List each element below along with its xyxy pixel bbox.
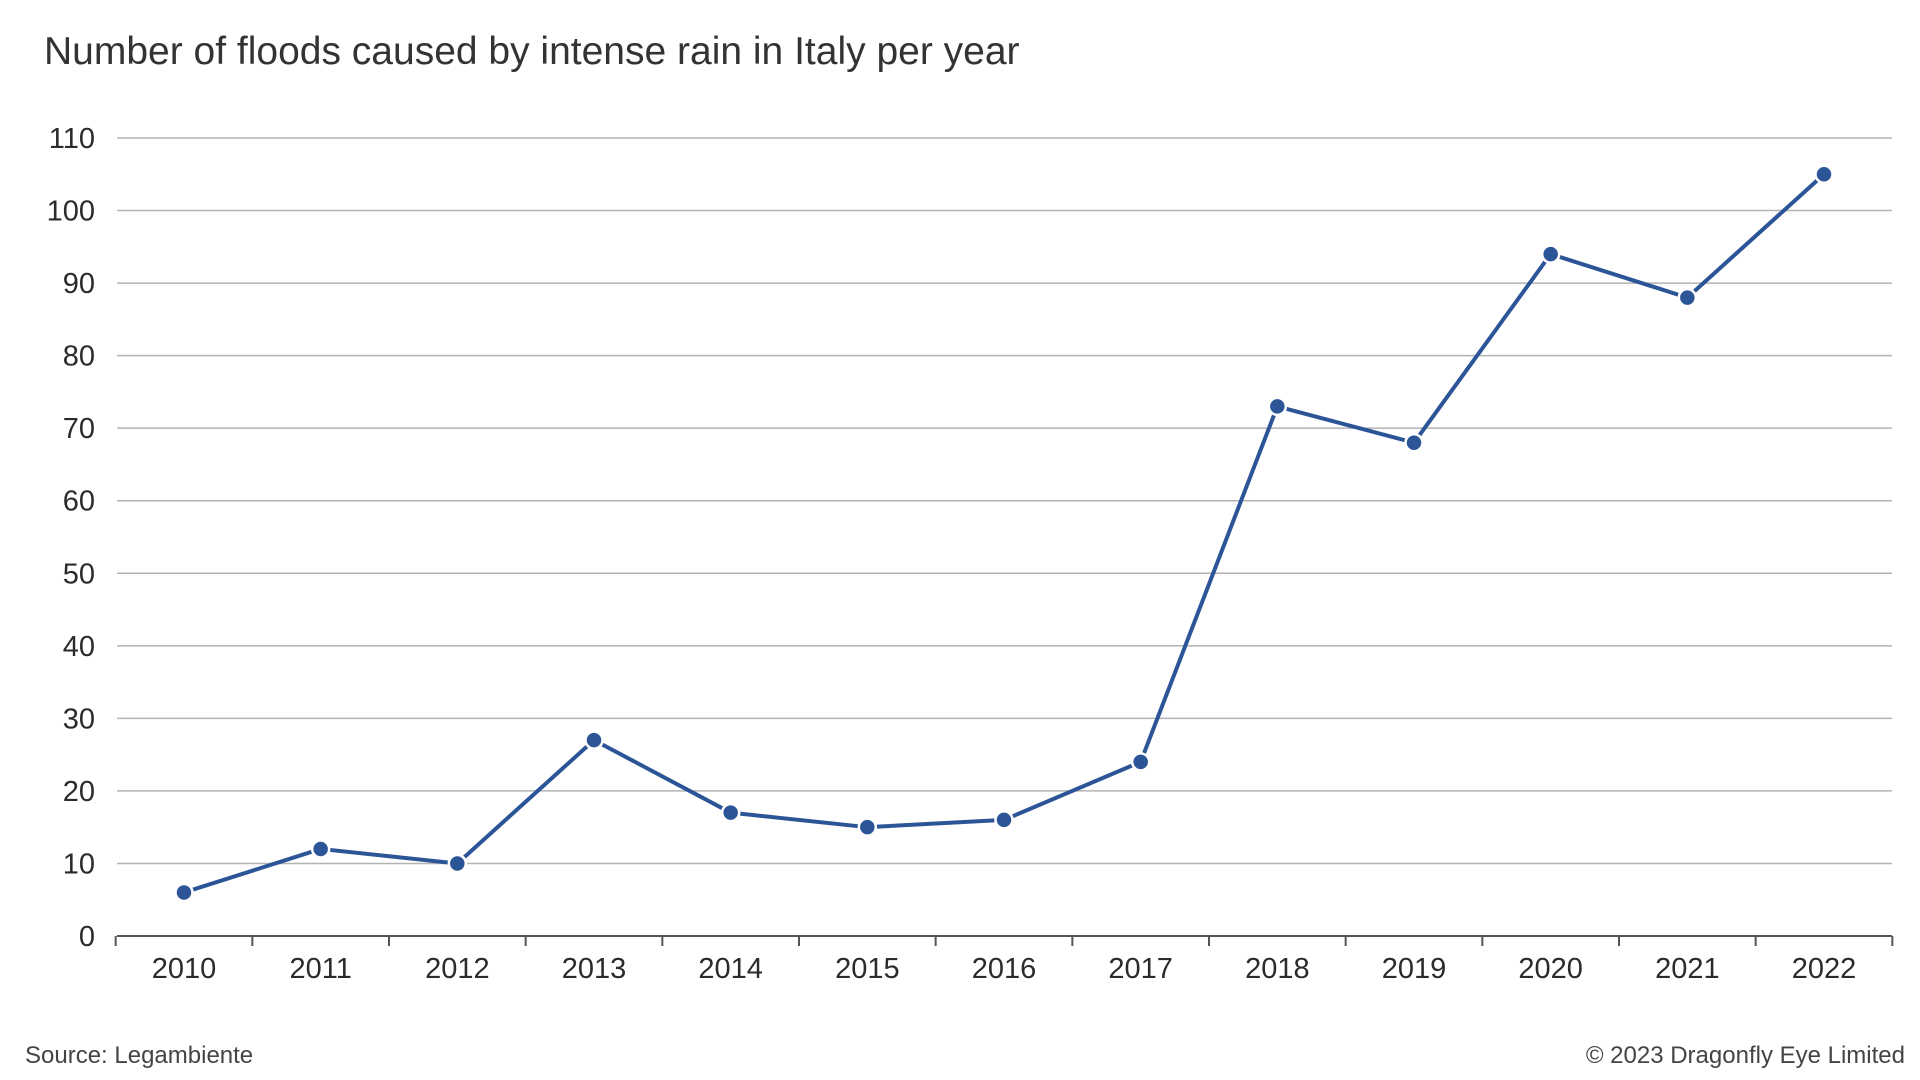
data-point xyxy=(174,882,194,903)
x-tick-label: 2012 xyxy=(425,953,490,985)
data-point xyxy=(584,730,604,750)
x-tick-label: 2014 xyxy=(698,953,763,985)
data-point xyxy=(1130,752,1151,772)
y-tick-label: 50 xyxy=(63,558,95,590)
data-point xyxy=(720,802,741,823)
y-tick-label: 100 xyxy=(47,196,95,228)
source-note: Source: Legambiente xyxy=(25,1042,254,1069)
y-tick-label: 40 xyxy=(63,631,95,663)
data-point xyxy=(1814,164,1834,185)
data-point xyxy=(857,817,878,837)
data-point xyxy=(447,853,468,874)
x-tick-label: 2013 xyxy=(562,953,627,985)
data-point xyxy=(1404,432,1424,453)
series-line xyxy=(182,172,1826,895)
data-point xyxy=(1677,287,1698,308)
gridlines xyxy=(117,137,1892,865)
y-tick-label: 90 xyxy=(63,268,95,300)
y-tick-label: 0 xyxy=(79,921,95,953)
x-tick-label: 2018 xyxy=(1245,953,1310,985)
data-point xyxy=(994,810,1014,830)
copyright-note: © 2023 Dragonfly Eye Limited xyxy=(1585,1042,1905,1069)
y-axis-ticks: 0 10 20 30 40 50 60 70 80 90 100 110 xyxy=(47,123,95,953)
y-tick-label: 10 xyxy=(63,848,95,880)
axes xyxy=(114,935,1894,946)
y-tick-label: 60 xyxy=(63,486,95,518)
data-point xyxy=(1540,244,1561,264)
y-tick-label: 80 xyxy=(63,341,95,373)
x-axis-ticks: 2010 2011 2012 2013 2014 2015 2016 2017 2018 2019… xyxy=(152,953,1857,985)
y-tick-label: 110 xyxy=(49,123,95,155)
chart-title: Number of floods caused by intense rain … xyxy=(44,30,1020,73)
x-tick-label: 2010 xyxy=(152,953,217,985)
x-tick-label: 2020 xyxy=(1518,953,1583,985)
y-tick-label: 20 xyxy=(63,776,95,808)
data-point xyxy=(1267,396,1288,417)
x-tick-label: 2015 xyxy=(835,953,900,985)
x-tick-label: 2021 xyxy=(1655,953,1720,985)
x-tick-label: 2011 xyxy=(289,953,351,985)
x-tick-label: 2022 xyxy=(1792,953,1857,985)
data-point xyxy=(310,839,331,859)
y-tick-label: 30 xyxy=(63,703,95,735)
x-tick-label: 2017 xyxy=(1108,953,1173,985)
series xyxy=(174,164,1834,903)
x-tick-label: 2019 xyxy=(1382,953,1447,985)
y-tick-label: 70 xyxy=(63,413,95,445)
x-tick-label: 2016 xyxy=(972,953,1037,985)
